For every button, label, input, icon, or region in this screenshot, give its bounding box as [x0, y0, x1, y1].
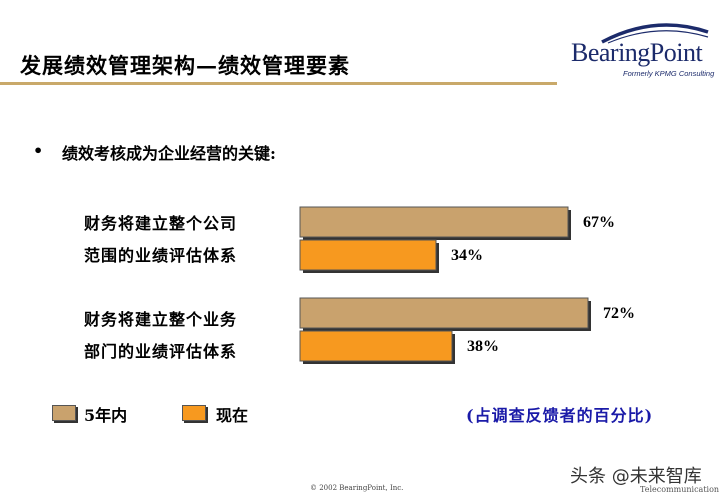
category-label-2-line2: 部门的业绩评估体系	[84, 342, 238, 361]
bullet-text: 绩效考核成为企业经营的关键:	[62, 144, 276, 163]
legend-swatch-now	[182, 405, 206, 421]
bullet-icon: •	[33, 141, 44, 160]
data-label-five-years-1: 67%	[583, 214, 615, 231]
logo-name: BearingPoint	[571, 38, 703, 67]
percentage-note: (占调查反馈者的百分比)	[466, 406, 654, 425]
watermark-sub: Telecommunication	[640, 485, 720, 494]
bar-five-years-1	[299, 206, 569, 238]
data-label-now-2: 38%	[467, 338, 499, 355]
bar-five-years-2	[299, 297, 589, 329]
bar-now-2	[299, 330, 453, 362]
category-label-2-line1: 财务将建立整个业务	[84, 310, 238, 329]
title-rule	[0, 82, 557, 85]
page-title: 发展绩效管理架构—绩效管理要素	[20, 53, 350, 78]
legend-swatch-five-years	[52, 405, 76, 421]
bearingpoint-logo: BearingPoint Formerly KPMG Consulting	[565, 20, 715, 82]
legend-label-five-years: 5年内	[84, 406, 128, 425]
watermark: 头条 @未来智库	[570, 466, 702, 487]
category-label-1-line1: 财务将建立整个公司	[84, 214, 238, 233]
logo-arc-icon	[601, 23, 709, 44]
category-label-2: 财务将建立整个业务 部门的业绩评估体系	[84, 304, 237, 368]
category-label-1: 财务将建立整个公司 范围的业绩评估体系	[84, 208, 237, 272]
data-label-now-1: 34%	[451, 247, 483, 264]
logo-subtitle: Formerly KPMG Consulting	[623, 69, 715, 78]
data-label-five-years-2: 72%	[603, 305, 635, 322]
legend-label-now: 现在	[216, 406, 249, 425]
bar-now-1	[299, 239, 437, 271]
category-label-1-line2: 范围的业绩评估体系	[84, 246, 238, 265]
copyright-footer: © 2002 BearingPoint, Inc.	[310, 484, 404, 492]
